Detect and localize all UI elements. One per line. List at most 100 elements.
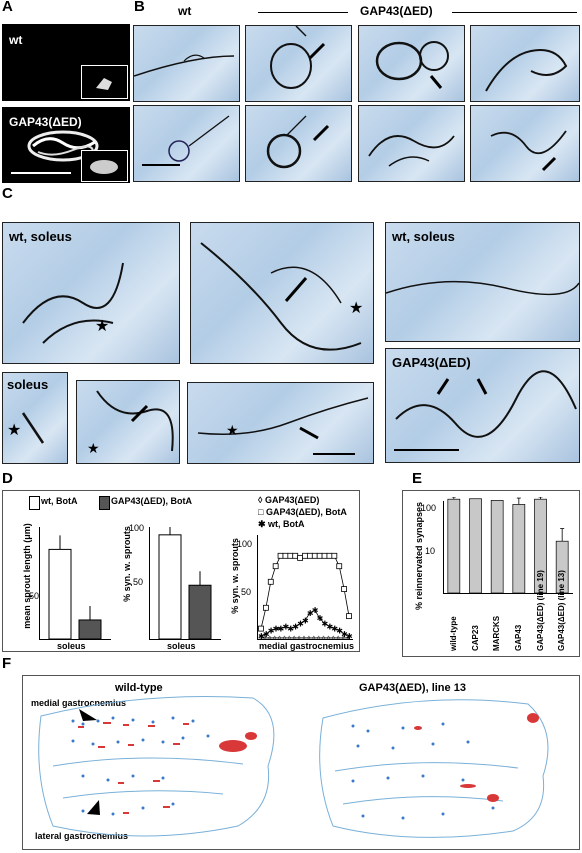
panel-b-image-5 xyxy=(133,105,240,182)
e-bar xyxy=(447,498,461,593)
bar-gap xyxy=(78,619,102,639)
series-gap-bota-point xyxy=(321,552,328,559)
panel-label-d: D xyxy=(2,470,13,487)
series-gap-bota-point xyxy=(267,578,274,585)
panel-c-image-1-label: wt, soleus xyxy=(9,229,72,244)
d1-ylabel: mean sprout length (μm) xyxy=(22,523,32,629)
d3-legend-2: □ GAP43(ΔED), BotA xyxy=(258,507,347,517)
panel-d-frame: wt, BotA GAP43(ΔED), BotA mean sprout le… xyxy=(2,490,360,652)
d2-yaxis xyxy=(149,527,150,639)
series-gap-point: ◊ xyxy=(307,635,310,639)
e-xaxis xyxy=(443,593,573,594)
series-gap-point: ◊ xyxy=(293,635,296,639)
series-wt-bota-point: ✱ xyxy=(263,630,270,639)
series-wt-bota-point: ✱ xyxy=(273,625,280,634)
panel-b-image-7 xyxy=(358,105,465,182)
series-gap-bota-point xyxy=(306,552,313,559)
d3-xaxis xyxy=(257,639,353,640)
series-gap-point: ◊ xyxy=(303,635,306,639)
legend-swatch-gap xyxy=(99,496,110,510)
series-gap-bota-point xyxy=(287,552,294,559)
legend-label-wt: wt, BotA xyxy=(41,496,78,506)
e-category-label: GAP43 xyxy=(513,624,523,651)
d1-ytick: 50 xyxy=(29,591,40,601)
e-category-label: CAP23 xyxy=(470,625,480,651)
series-gap-bota-point xyxy=(341,586,348,592)
scale-bar xyxy=(313,453,355,455)
panel-b-gap-line-left xyxy=(258,12,348,13)
series-gap-bota-point xyxy=(336,563,343,570)
series-wt-bota-line xyxy=(260,609,350,637)
series-wt-bota-point: ✱ xyxy=(282,623,289,632)
panel-c-image-1: wt, soleus ★ xyxy=(2,222,180,364)
panel-b-image-6 xyxy=(245,105,352,182)
e-plot xyxy=(447,497,569,593)
d3-legend-2-text: GAP43(ΔED), BotA xyxy=(265,507,347,517)
panel-c-image-5: soleus ★ xyxy=(2,372,68,464)
f-gap-title: GAP43(ΔED), line 13 xyxy=(359,682,466,694)
series-gap-point: ◊ xyxy=(283,635,286,639)
panel-e-frame: % reinnervated synapses 100 10 wild-type… xyxy=(402,490,580,657)
e-bar xyxy=(512,504,526,593)
d3-ytick-50: 50 xyxy=(241,587,252,597)
d1-yaxis xyxy=(39,527,40,639)
series-gap-point: ◊ xyxy=(288,635,291,639)
series-gap-point: ◊ xyxy=(317,635,320,639)
bar-wt xyxy=(48,548,72,639)
series-gap-bota-point xyxy=(277,552,284,559)
panel-b-image-2 xyxy=(245,25,352,102)
panel-c-image-3: wt, soleus xyxy=(385,222,580,342)
series-gap-point: ◊ xyxy=(342,635,345,639)
series-wt-bota-point: ✱ xyxy=(346,632,353,639)
series-gap-bota-point xyxy=(292,552,299,559)
svg-text:★: ★ xyxy=(95,318,109,335)
panel-label-c: C xyxy=(2,185,13,202)
svg-text:★: ★ xyxy=(7,422,21,439)
series-wt-bota-point: ✱ xyxy=(258,632,265,639)
series-gap-point: ◊ xyxy=(337,635,340,639)
f-muscle-drawing xyxy=(38,695,549,838)
e-category-label: MARCKS xyxy=(492,615,502,651)
panel-b-wt-label: wt xyxy=(178,4,192,18)
e-bar xyxy=(469,498,482,593)
d3-xlabel: medial gastrocnemius xyxy=(259,641,355,651)
e-ytick-100: 100 xyxy=(421,503,437,513)
scale-bar xyxy=(142,164,180,166)
e-category-labels: wild-type CAP23 MARCKS GAP43 GAP43(ΔED) (lin… xyxy=(443,570,573,653)
series-gap-bota-point xyxy=(272,563,279,570)
bar-gap xyxy=(188,584,212,639)
series-wt-bota-point: ✱ xyxy=(336,627,343,636)
panel-c-image-6: ★ xyxy=(76,380,180,464)
series-wt-bota-point: ✱ xyxy=(322,619,329,628)
series-gap-point: ◊ xyxy=(347,635,350,639)
bar-wt xyxy=(158,534,182,639)
series-gap-point: ◊ xyxy=(263,635,266,639)
e-bar xyxy=(490,500,504,593)
series-wt-bota-point: ✱ xyxy=(331,625,338,634)
panel-b-image-1 xyxy=(133,25,240,102)
series-gap-point: ◊ xyxy=(278,635,281,639)
svg-text:★: ★ xyxy=(87,440,100,456)
d3-legend-3-text: wt, BotA xyxy=(268,519,305,529)
d3-ylabel: % syn. w. sprouts xyxy=(230,538,240,614)
series-gap-bota-point xyxy=(346,613,352,620)
series-gap-bota-point xyxy=(262,604,269,611)
series-gap-point: ◊ xyxy=(273,635,276,639)
e-yaxis xyxy=(443,501,444,593)
d3-legend-1-text: GAP43(ΔED) xyxy=(264,495,320,505)
series-gap-bota-point xyxy=(316,552,323,559)
series-wt-bota-point: ✱ xyxy=(268,627,275,636)
panel-a-gap-image: GAP43(ΔED) xyxy=(2,107,130,183)
panel-b-image-3 xyxy=(358,25,465,102)
d3-plot: ✱✱✱✱✱✱✱✱✱✱✱✱✱✱✱✱✱✱✱◊ ◊ ◊ ◊ ◊ ◊ ◊ ◊ ◊ ◊ ◊ ◊ ◊ ◊ ◊ ◊ ◊ ◊ ◊ xyxy=(258,552,353,639)
series-gap-bota-point xyxy=(258,625,264,632)
panel-a-gap-inset xyxy=(81,150,128,182)
series-gap-bota-point xyxy=(297,554,304,561)
panel-b-image-4 xyxy=(470,25,580,102)
series-wt-bota-point: ✱ xyxy=(292,623,299,632)
d3-legend-1: ◊ GAP43(ΔED) xyxy=(258,495,320,505)
panel-a-wt-image: wt xyxy=(2,24,130,101)
d1-xlabel: soleus xyxy=(57,641,86,651)
svg-text:★: ★ xyxy=(349,300,363,317)
panel-a-wt-inset xyxy=(81,65,128,99)
